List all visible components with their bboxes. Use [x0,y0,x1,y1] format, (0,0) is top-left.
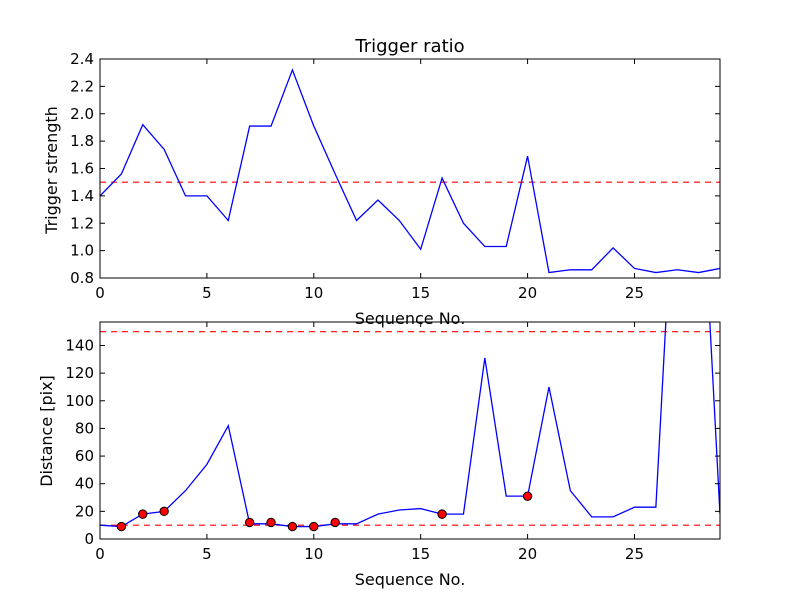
x-tick-label: 25 [625,545,644,563]
data-point [309,521,319,532]
chart-title: Trigger ratio [354,36,464,57]
x-tick-label: 5 [202,284,212,302]
y-tick-label: 20 [75,502,94,520]
data-point [138,509,148,519]
y-tick-label: 2.2 [70,77,94,95]
y-tick-label: 0.8 [70,269,94,287]
distance-chart: Sequence No. Distance [pix] 0 5 10 15 20 25 0 2… [37,321,721,589]
y-tick-label: 2.0 [70,105,94,123]
x-tick-label: 15 [411,284,430,302]
x-axis-label: Sequence No. [355,309,466,328]
axes-frame [99,321,721,540]
data-point [522,491,533,501]
y-tick-label: 140 [65,336,94,354]
data-point [116,521,127,532]
data-point [330,517,340,528]
tick-labels: 0 5 10 15 20 25 0 20 40 60 80 100 120 140 [65,336,644,563]
y-tick-label: 1.0 [70,242,94,260]
x-tick-label: 0 [95,284,105,302]
x-tick-label: 10 [304,284,323,302]
x-tick-label: 20 [518,545,537,563]
y-tick-label: 2.4 [70,50,94,68]
x-tick-label: 5 [202,545,212,563]
data-layer [100,322,720,532]
y-tick-label: 120 [65,364,94,382]
data-layer [100,68,720,274]
plot-area [99,321,721,540]
x-tick-label: 15 [411,545,430,563]
data-point [287,521,298,532]
y-tick-label: 1.4 [70,187,94,205]
plot-area [99,58,721,279]
y-tick-label: 1.6 [70,160,94,178]
data-point [244,517,255,528]
data-point [437,509,447,519]
x-tick-label: 25 [625,284,644,302]
data-point [159,506,169,517]
y-axis-label: Distance [pix] [37,375,56,487]
y-tick-label: 100 [65,392,94,410]
x-tick-label: 20 [518,284,537,302]
y-tick-label: 1.2 [70,214,94,232]
trigger-ratio-chart: Trigger ratio Sequence No. Trigger stren… [42,36,721,328]
y-axis-label: Trigger strength [42,106,61,235]
x-axis-label: Sequence No. [355,570,466,589]
series-line [100,322,720,528]
y-tick-label: 0 [84,530,94,548]
y-tick-label: 80 [75,419,94,437]
y-tick-label: 60 [75,447,94,465]
data-point [266,517,276,528]
tick-labels: 0 5 10 15 20 25 0.8 1.0 1.2 1.4 1.6 1.8 2.0 2.2 2.4 [70,50,644,302]
series-line [100,68,720,274]
x-tick-label: 10 [304,545,323,563]
y-tick-label: 40 [75,475,94,493]
x-tick-label: 0 [95,545,105,563]
y-tick-label: 1.8 [70,132,94,150]
